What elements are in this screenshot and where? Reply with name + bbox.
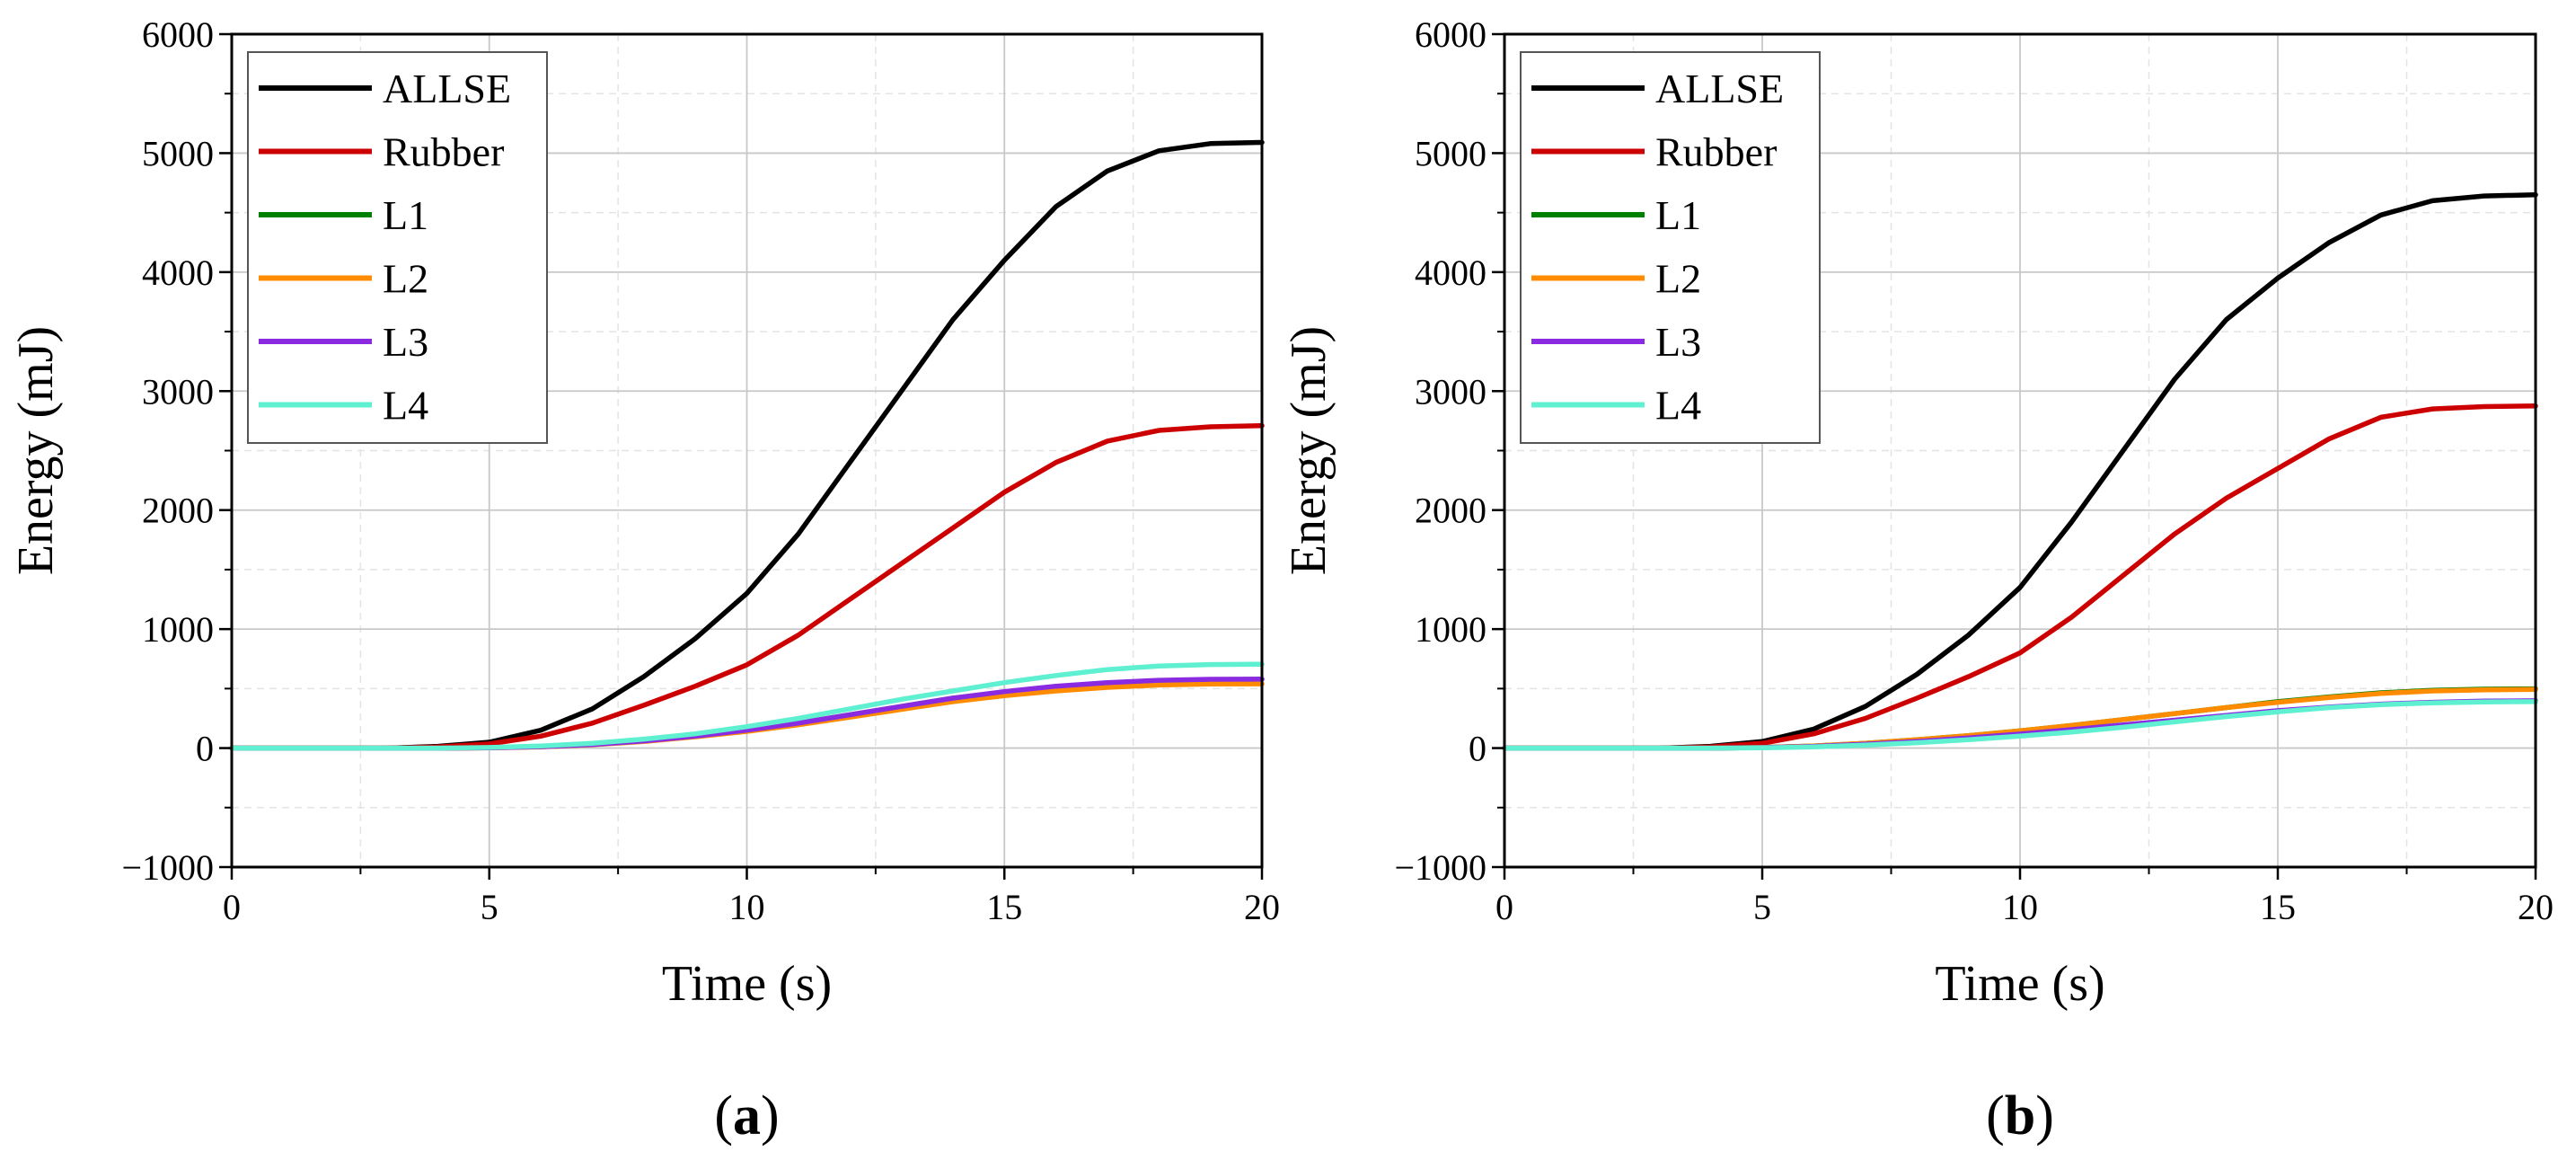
y-tick-label: 4000 (1415, 252, 1486, 293)
y-tick-label: 3000 (1415, 371, 1486, 412)
legend-label-allse: ALLSE (383, 66, 511, 111)
x-tick-label: 0 (1495, 887, 1513, 927)
legend-label-allse: ALLSE (1655, 66, 1784, 111)
legend-label-rubber: Rubber (383, 129, 504, 175)
y-tick-label: 6000 (142, 14, 214, 55)
y-tick-label: 4000 (142, 252, 214, 293)
y-tick-label: −1000 (121, 847, 214, 888)
y-tick-label: 0 (1469, 729, 1486, 769)
y-tick-label: 2000 (1415, 491, 1486, 531)
legend-box (247, 51, 548, 444)
legend-label-l2: L2 (383, 256, 428, 302)
legend-label-l3: L3 (1655, 319, 1701, 365)
panel-label: (b) (1986, 1085, 2054, 1147)
chart-panel-a: 0 5 10 15 20−10000100020003000400050006000Ti… (8, 14, 1280, 1147)
y-tick-label: −1000 (1394, 847, 1486, 888)
legend-label-rubber: Rubber (1655, 129, 1777, 175)
series-line-l4 (1502, 699, 2538, 751)
legend-label-l4: L4 (1655, 383, 1701, 429)
y-tick-label: 1000 (142, 609, 214, 650)
x-tick-label: 0 (223, 887, 241, 927)
legend-box (1520, 51, 1821, 444)
x-tick-label: 10 (2002, 887, 2038, 927)
y-tick-label: 0 (196, 729, 214, 769)
legend-label-l1: L1 (1655, 192, 1701, 238)
y-tick-label: 6000 (1415, 14, 1486, 55)
x-tick-label: 20 (2518, 887, 2554, 927)
x-axis-title: Time (s) (1935, 956, 2104, 1012)
x-tick-label: 20 (1244, 887, 1280, 927)
legend: ALLSE Rubber L1 L2 L3 L4 (247, 51, 548, 444)
y-tick-label: 5000 (1415, 133, 1486, 173)
x-tick-label: 15 (986, 887, 1022, 927)
chart-panel-b: 0 5 10 15 20−10000100020003000400050006000Ti… (1281, 14, 2554, 1147)
x-tick-label: 5 (481, 887, 498, 927)
y-axis-title: Energy (mJ) (1281, 326, 1337, 575)
x-axis-title: Time (s) (662, 956, 832, 1012)
legend-label-l2: L2 (1655, 256, 1701, 302)
y-tick-label: 3000 (142, 371, 214, 412)
legend-label-l4: L4 (383, 383, 428, 429)
legend: ALLSE Rubber L1 L2 L3 L4 (1520, 51, 1821, 444)
panel-label: (a) (714, 1085, 779, 1147)
x-tick-label: 5 (1753, 887, 1771, 927)
y-tick-label: 5000 (142, 133, 214, 173)
legend-label-l3: L3 (383, 319, 428, 365)
x-tick-label: 10 (729, 887, 765, 927)
y-tick-label: 1000 (1415, 609, 1486, 650)
legend-label-l1: L1 (383, 192, 428, 238)
y-axis-title: Energy (mJ) (8, 326, 64, 575)
series-line-l4 (229, 661, 1265, 751)
y-tick-label: 2000 (142, 491, 214, 531)
x-tick-label: 15 (2260, 887, 2296, 927)
